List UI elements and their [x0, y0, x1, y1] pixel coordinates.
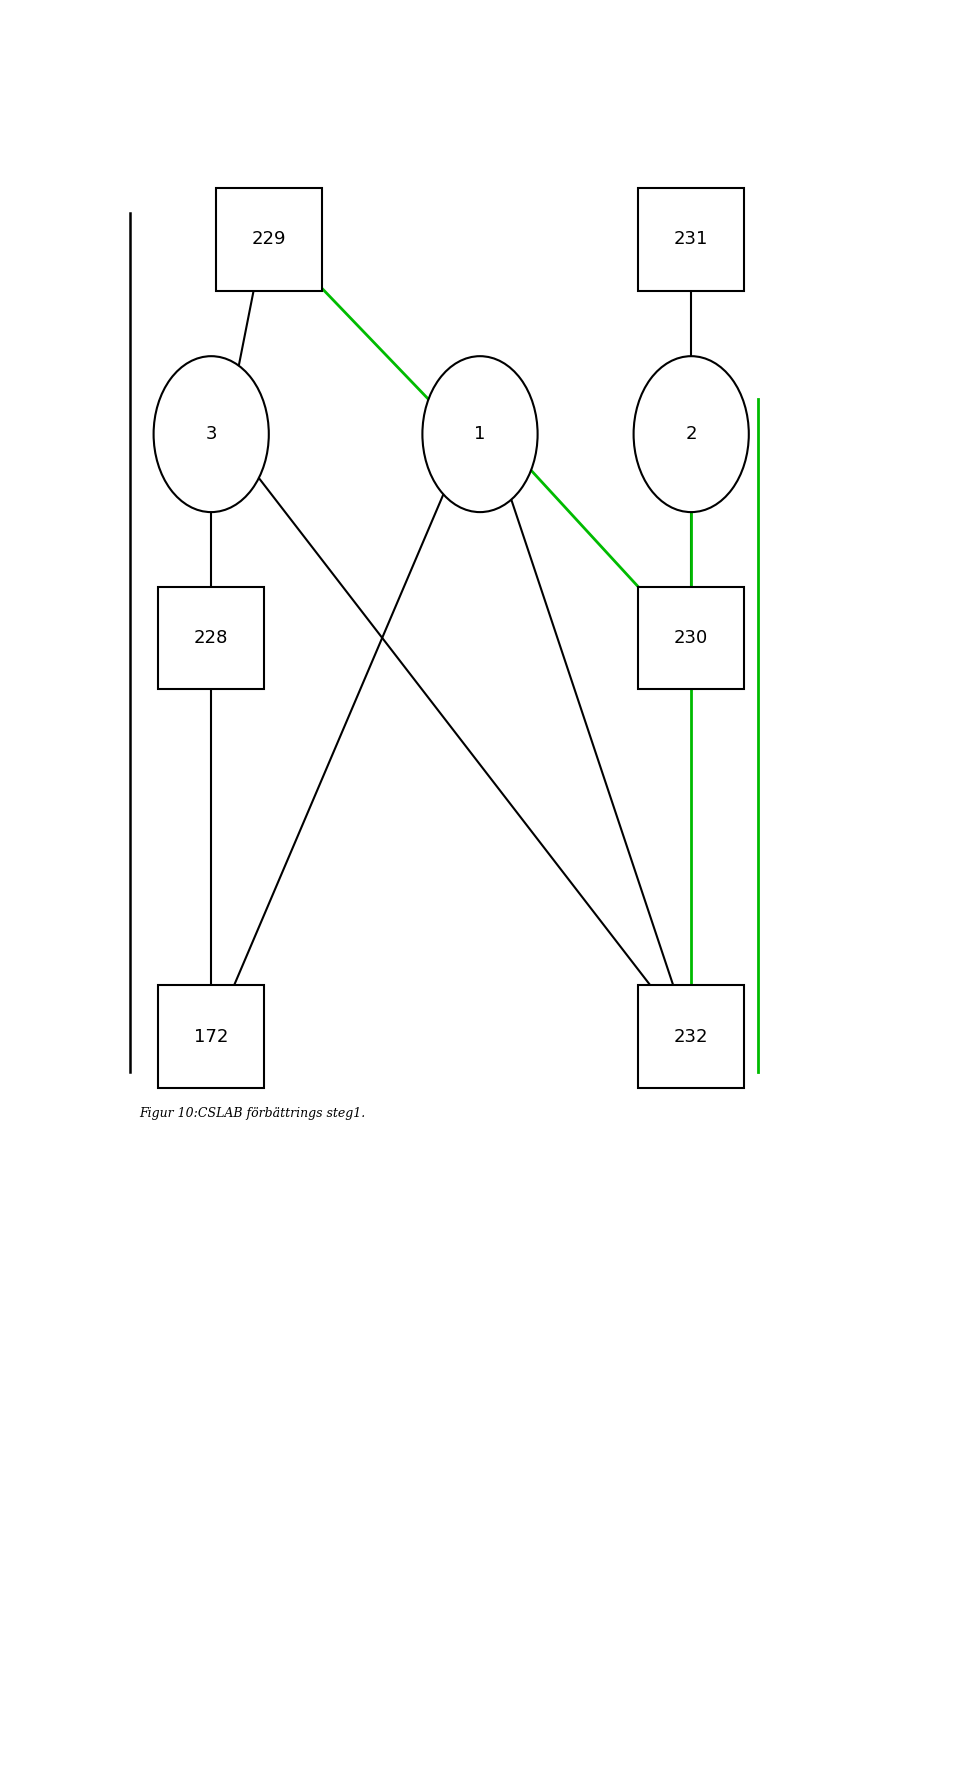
- Text: 172: 172: [194, 1028, 228, 1045]
- FancyBboxPatch shape: [158, 587, 264, 689]
- Text: 232: 232: [674, 1028, 708, 1045]
- FancyBboxPatch shape: [638, 985, 744, 1088]
- Ellipse shape: [422, 356, 538, 512]
- Text: 231: 231: [674, 230, 708, 248]
- Text: 230: 230: [674, 629, 708, 647]
- Text: 229: 229: [252, 230, 286, 248]
- Text: 3: 3: [205, 425, 217, 443]
- Text: 1: 1: [474, 425, 486, 443]
- Ellipse shape: [154, 356, 269, 512]
- Ellipse shape: [634, 356, 749, 512]
- FancyBboxPatch shape: [216, 188, 322, 291]
- FancyBboxPatch shape: [638, 188, 744, 291]
- Text: Figur 10:CSLAB förbättrings steg1.: Figur 10:CSLAB förbättrings steg1.: [139, 1108, 366, 1120]
- FancyBboxPatch shape: [158, 985, 264, 1088]
- FancyBboxPatch shape: [638, 587, 744, 689]
- Text: 2: 2: [685, 425, 697, 443]
- Text: 228: 228: [194, 629, 228, 647]
